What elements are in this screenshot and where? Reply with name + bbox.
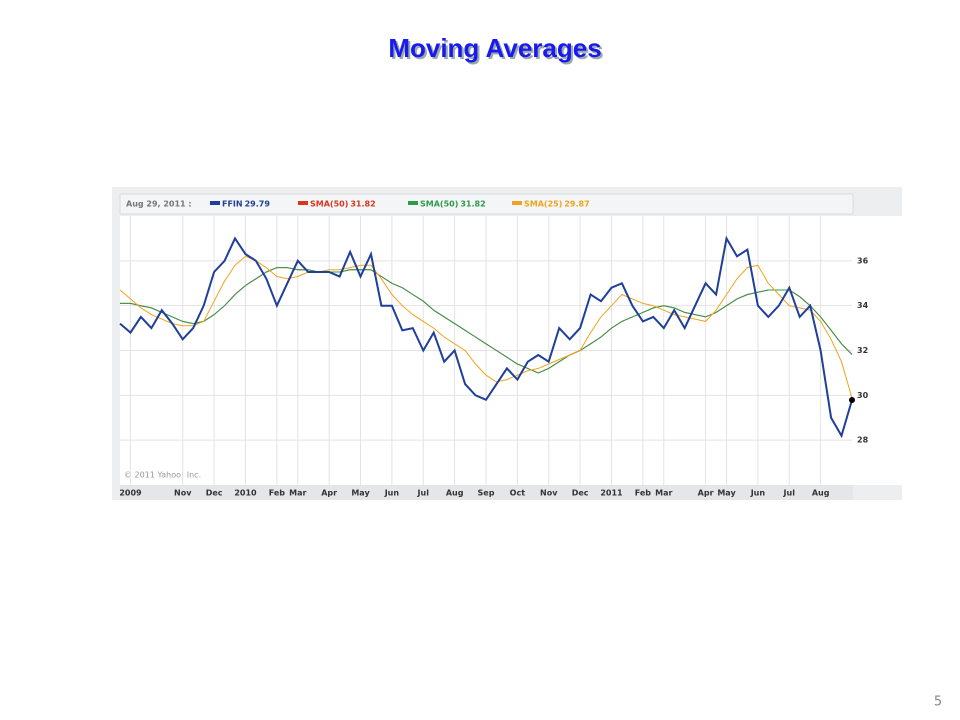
x-tick-label: Jul (783, 489, 796, 498)
x-tick-label: Apr (321, 489, 337, 498)
series-line (119, 255, 853, 399)
legend-swatch (298, 201, 308, 205)
x-tick-label: Aug (446, 489, 464, 498)
x-tick-label: Dec (572, 489, 589, 498)
legend-swatch (210, 201, 220, 205)
x-tick-label: May (717, 489, 736, 498)
legend-bar (119, 193, 854, 215)
x-tick-label: Apr (698, 489, 714, 498)
x-tick-label: Nov (174, 489, 192, 498)
y-tick-label: 34 (857, 301, 869, 310)
series-line (120, 267, 853, 374)
title-shadow: Moving Averages (390, 35, 603, 65)
x-tick-label: Nov (540, 489, 558, 498)
legend-date: Aug 29, 2011 : (126, 200, 192, 209)
y-tick-label: 28 (857, 436, 869, 445)
legend-value: 29.79 (245, 200, 271, 209)
x-tick-label: May (351, 489, 370, 498)
x-tick-label: 2010 (234, 489, 257, 498)
x-tick-label: Jun (384, 489, 400, 498)
x-tick-label: Jun (750, 489, 766, 498)
legend-swatch (408, 201, 418, 205)
x-tick-label: Aug (812, 489, 830, 498)
slide-title: Moving Averages (388, 33, 601, 63)
legend-name: FFIN (222, 200, 243, 209)
x-tick-label: Feb (269, 489, 286, 498)
axis-area (853, 216, 902, 485)
x-tick-label: Mar (655, 489, 672, 498)
credit: © 2011 Yahoo! Inc. (124, 471, 201, 480)
y-tick-label: 32 (857, 346, 868, 355)
series-line (119, 235, 853, 439)
last-point (849, 397, 855, 404)
x-tick-label: Oct (510, 489, 526, 498)
x-tick-label: 2009 (119, 489, 142, 498)
page-number: 5 (934, 695, 942, 710)
legend-name: SMA(50) (310, 200, 348, 209)
legend-name: SMA(50) (420, 200, 458, 209)
x-tick-label: Feb (635, 489, 652, 498)
legend-value: 29.87 (564, 200, 589, 209)
x-tick-label: Dec (206, 489, 223, 498)
legend-value: 31.82 (460, 200, 485, 209)
x-tick-label: Sep (478, 489, 495, 498)
legend-swatch (512, 201, 522, 205)
x-tick-label: Mar (289, 489, 306, 498)
x-tick-label: Jul (417, 489, 430, 498)
legend-name: SMA(25) (524, 200, 562, 209)
y-tick-label: 36 (857, 256, 869, 265)
x-axis-band (120, 485, 853, 500)
y-tick-label: 30 (857, 391, 869, 400)
legend-value: 31.82 (350, 200, 375, 209)
x-tick-label: 2011 (600, 489, 623, 498)
